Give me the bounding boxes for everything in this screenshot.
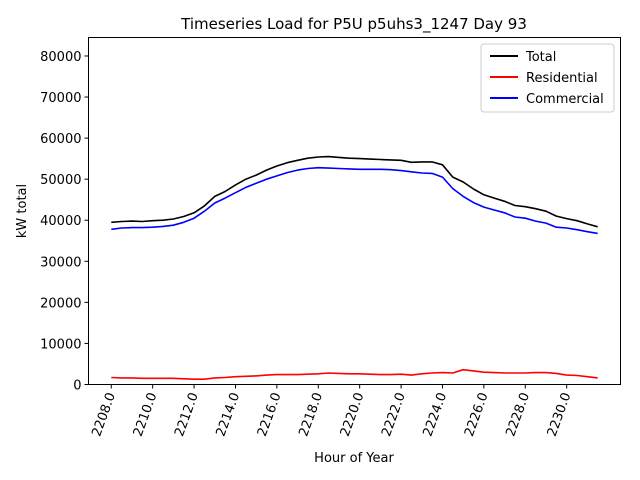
y-tick-label: 60000 [40,132,81,147]
legend-box [480,43,615,113]
legend: Total Residential Commercial [480,43,615,113]
y-tick-label: 0 [73,379,81,394]
series-line-residential [111,368,598,381]
y-tick-label: 80000 [40,50,81,65]
y-axis-label: kW total [15,184,30,238]
y-tick-label: 30000 [40,255,81,270]
y-tick-label: 10000 [40,337,81,352]
series-line-total [111,155,598,228]
y-tick-label: 40000 [40,214,81,229]
series-line-commercial [111,166,598,235]
chart-title: Timeseries Load for P5U p5uhs3_1247 Day … [180,15,527,34]
x-axis-label: Hour of Year [314,451,394,466]
legend-label-commercial: Commercial [526,92,604,107]
series-layer [111,155,598,381]
plot-frame [88,37,621,385]
y-tick-label: 50000 [40,173,81,188]
y-axis: 0 10000 20000 30000 40000 50000 60000 70000 8000… [40,50,89,394]
legend-label-total: Total [525,50,556,65]
legend-label-residential: Residential [526,71,598,86]
y-tick-label: 70000 [40,91,81,106]
y-tick-label: 20000 [40,296,81,311]
